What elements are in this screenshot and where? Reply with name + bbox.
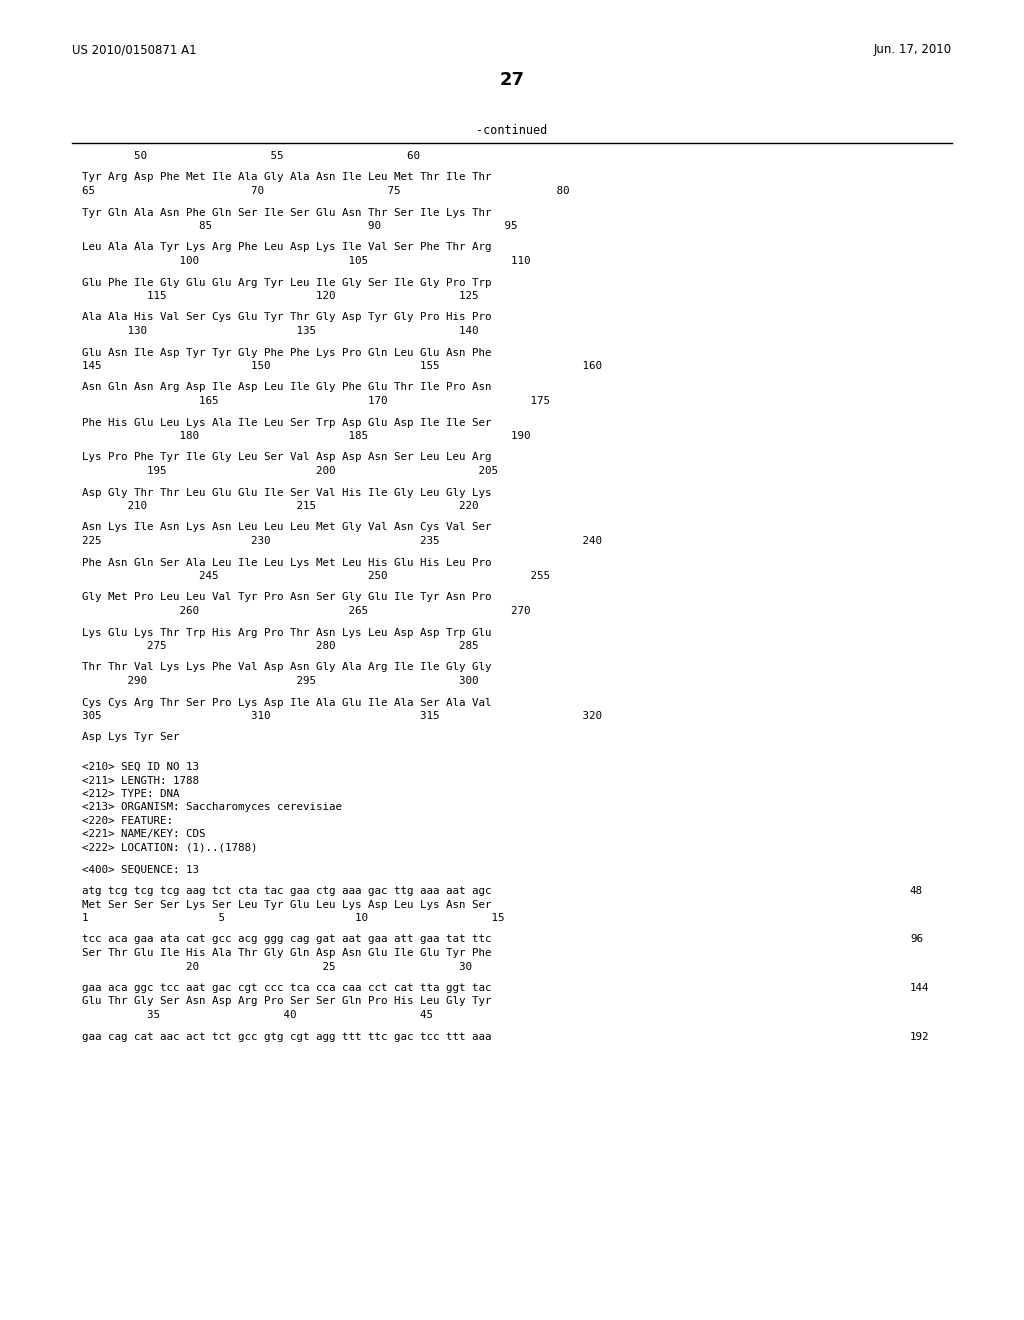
Text: Asn Gln Asn Arg Asp Ile Asp Leu Ile Gly Phe Glu Thr Ile Pro Asn: Asn Gln Asn Arg Asp Ile Asp Leu Ile Gly …: [82, 383, 492, 392]
Text: Glu Thr Gly Ser Asn Asp Arg Pro Ser Ser Gln Pro His Leu Gly Tyr: Glu Thr Gly Ser Asn Asp Arg Pro Ser Ser …: [82, 997, 492, 1006]
Text: 210                       215                      220: 210 215 220: [82, 502, 478, 511]
Text: <221> NAME/KEY: CDS: <221> NAME/KEY: CDS: [82, 829, 206, 840]
Text: 260                       265                      270: 260 265 270: [82, 606, 530, 616]
Text: Lys Pro Phe Tyr Ile Gly Leu Ser Val Asp Asp Asn Ser Leu Leu Arg: Lys Pro Phe Tyr Ile Gly Leu Ser Val Asp …: [82, 453, 492, 462]
Text: 85                        90                   95: 85 90 95: [82, 220, 517, 231]
Text: 130                       135                      140: 130 135 140: [82, 326, 478, 337]
Text: Tyr Gln Ala Asn Phe Gln Ser Ile Ser Glu Asn Thr Ser Ile Lys Thr: Tyr Gln Ala Asn Phe Gln Ser Ile Ser Glu …: [82, 207, 492, 218]
Text: atg tcg tcg tcg aag tct cta tac gaa ctg aaa gac ttg aaa aat agc: atg tcg tcg tcg aag tct cta tac gaa ctg …: [82, 886, 492, 896]
Text: <211> LENGTH: 1788: <211> LENGTH: 1788: [82, 776, 199, 785]
Text: 96: 96: [910, 935, 923, 945]
Text: 290                       295                      300: 290 295 300: [82, 676, 478, 686]
Text: 225                       230                       235                      240: 225 230 235 240: [82, 536, 602, 546]
Text: Phe Asn Gln Ser Ala Leu Ile Leu Lys Met Leu His Glu His Leu Pro: Phe Asn Gln Ser Ala Leu Ile Leu Lys Met …: [82, 557, 492, 568]
Text: Gly Met Pro Leu Leu Val Tyr Pro Asn Ser Gly Glu Ile Tyr Asn Pro: Gly Met Pro Leu Leu Val Tyr Pro Asn Ser …: [82, 593, 492, 602]
Text: <213> ORGANISM: Saccharomyces cerevisiae: <213> ORGANISM: Saccharomyces cerevisiae: [82, 803, 342, 813]
Text: <220> FEATURE:: <220> FEATURE:: [82, 816, 173, 826]
Text: 27: 27: [500, 71, 524, 88]
Text: 165                       170                      175: 165 170 175: [82, 396, 550, 407]
Text: US 2010/0150871 A1: US 2010/0150871 A1: [72, 44, 197, 57]
Text: Glu Asn Ile Asp Tyr Tyr Gly Phe Phe Lys Pro Gln Leu Glu Asn Phe: Glu Asn Ile Asp Tyr Tyr Gly Phe Phe Lys …: [82, 347, 492, 358]
Text: Leu Ala Ala Tyr Lys Arg Phe Leu Asp Lys Ile Val Ser Phe Thr Arg: Leu Ala Ala Tyr Lys Arg Phe Leu Asp Lys …: [82, 243, 492, 252]
Text: <210> SEQ ID NO 13: <210> SEQ ID NO 13: [82, 762, 199, 772]
Text: Thr Thr Val Lys Lys Phe Val Asp Asn Gly Ala Arg Ile Ile Gly Gly: Thr Thr Val Lys Lys Phe Val Asp Asn Gly …: [82, 663, 492, 672]
Text: <400> SEQUENCE: 13: <400> SEQUENCE: 13: [82, 865, 199, 874]
Text: Glu Phe Ile Gly Glu Glu Arg Tyr Leu Ile Gly Ser Ile Gly Pro Trp: Glu Phe Ile Gly Glu Glu Arg Tyr Leu Ile …: [82, 277, 492, 288]
Text: <222> LOCATION: (1)..(1788): <222> LOCATION: (1)..(1788): [82, 843, 257, 853]
Text: 144: 144: [910, 983, 930, 993]
Text: Ser Thr Glu Ile His Ala Thr Gly Gln Asp Asn Glu Ile Glu Tyr Phe: Ser Thr Glu Ile His Ala Thr Gly Gln Asp …: [82, 948, 492, 958]
Text: Tyr Arg Asp Phe Met Ile Ala Gly Ala Asn Ile Leu Met Thr Ile Thr: Tyr Arg Asp Phe Met Ile Ala Gly Ala Asn …: [82, 173, 492, 182]
Text: 305                       310                       315                      320: 305 310 315 320: [82, 711, 602, 721]
Text: Jun. 17, 2010: Jun. 17, 2010: [873, 44, 952, 57]
Text: Met Ser Ser Ser Lys Ser Leu Tyr Glu Leu Lys Asp Leu Lys Asn Ser: Met Ser Ser Ser Lys Ser Leu Tyr Glu Leu …: [82, 899, 492, 909]
Text: gaa aca ggc tcc aat gac cgt ccc tca cca caa cct cat tta ggt tac: gaa aca ggc tcc aat gac cgt ccc tca cca …: [82, 983, 492, 993]
Text: Asn Lys Ile Asn Lys Asn Leu Leu Leu Met Gly Val Asn Cys Val Ser: Asn Lys Ile Asn Lys Asn Leu Leu Leu Met …: [82, 523, 492, 532]
Text: 195                       200                      205: 195 200 205: [82, 466, 498, 477]
Text: -continued: -continued: [476, 124, 548, 136]
Text: tcc aca gaa ata cat gcc acg ggg cag gat aat gaa att gaa tat ttc: tcc aca gaa ata cat gcc acg ggg cag gat …: [82, 935, 492, 945]
Text: 275                       280                   285: 275 280 285: [82, 642, 478, 651]
Text: 1                    5                    10                   15: 1 5 10 15: [82, 913, 505, 923]
Text: <212> TYPE: DNA: <212> TYPE: DNA: [82, 789, 179, 799]
Text: 115                       120                   125: 115 120 125: [82, 290, 478, 301]
Text: 65                        70                   75                        80: 65 70 75 80: [82, 186, 569, 195]
Text: 180                       185                      190: 180 185 190: [82, 432, 530, 441]
Text: 35                   40                   45: 35 40 45: [82, 1010, 433, 1020]
Text: 20                   25                   30: 20 25 30: [82, 961, 472, 972]
Text: 192: 192: [910, 1031, 930, 1041]
Text: Asp Gly Thr Thr Leu Glu Glu Ile Ser Val His Ile Gly Leu Gly Lys: Asp Gly Thr Thr Leu Glu Glu Ile Ser Val …: [82, 487, 492, 498]
Text: Lys Glu Lys Thr Trp His Arg Pro Thr Asn Lys Leu Asp Asp Trp Glu: Lys Glu Lys Thr Trp His Arg Pro Thr Asn …: [82, 627, 492, 638]
Text: 145                       150                       155                      160: 145 150 155 160: [82, 360, 602, 371]
Text: 100                       105                      110: 100 105 110: [82, 256, 530, 267]
Text: 48: 48: [910, 886, 923, 896]
Text: 245                       250                      255: 245 250 255: [82, 572, 550, 581]
Text: Asp Lys Tyr Ser: Asp Lys Tyr Ser: [82, 733, 179, 742]
Text: Ala Ala His Val Ser Cys Glu Tyr Thr Gly Asp Tyr Gly Pro His Pro: Ala Ala His Val Ser Cys Glu Tyr Thr Gly …: [82, 313, 492, 322]
Text: Cys Cys Arg Thr Ser Pro Lys Asp Ile Ala Glu Ile Ala Ser Ala Val: Cys Cys Arg Thr Ser Pro Lys Asp Ile Ala …: [82, 697, 492, 708]
Text: Phe His Glu Leu Lys Ala Ile Leu Ser Trp Asp Glu Asp Ile Ile Ser: Phe His Glu Leu Lys Ala Ile Leu Ser Trp …: [82, 417, 492, 428]
Text: gaa cag cat aac act tct gcc gtg cgt agg ttt ttc gac tcc ttt aaa: gaa cag cat aac act tct gcc gtg cgt agg …: [82, 1031, 492, 1041]
Text: 50                   55                   60: 50 55 60: [82, 150, 420, 161]
